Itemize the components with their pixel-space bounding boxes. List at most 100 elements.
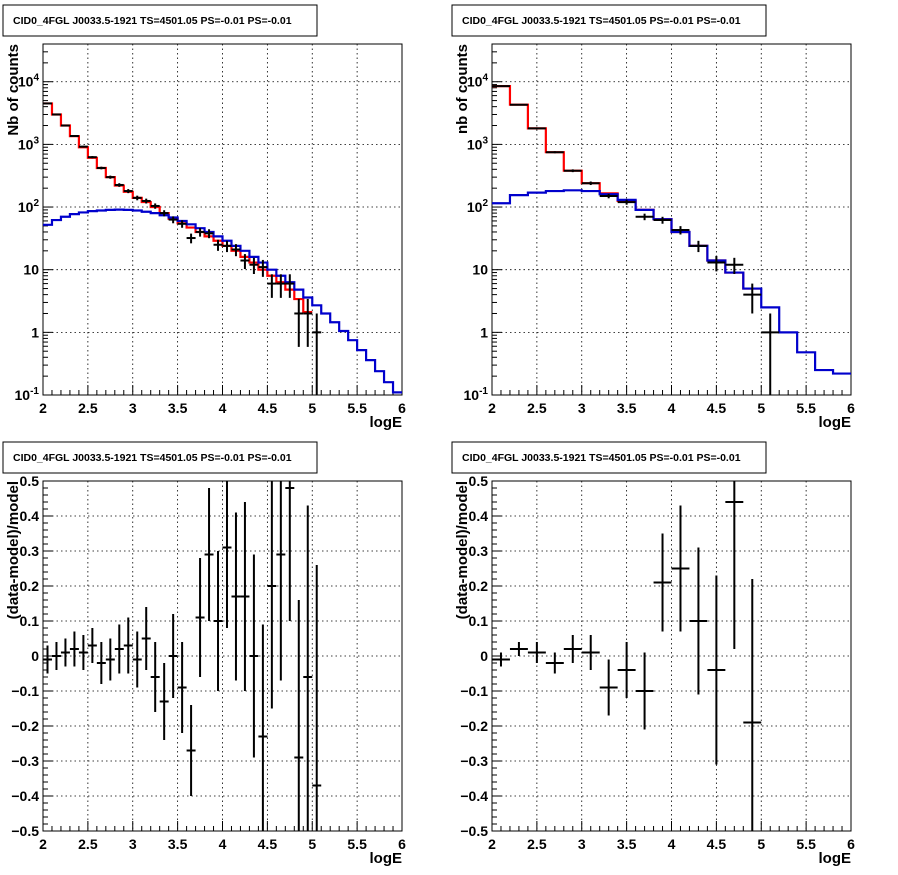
data-point <box>150 203 160 209</box>
y-tick-label: 0.5 <box>469 473 489 489</box>
data-point <box>743 579 762 831</box>
x-axis-label: logE <box>370 414 403 431</box>
plot-title: CID0_4FGL J0033.5-1921 TS=4501.05 PS=-0.… <box>13 452 292 464</box>
x-tick-label: 2 <box>39 836 47 852</box>
series-group <box>492 85 851 395</box>
x-tick-label: 6 <box>847 836 855 852</box>
x-tick-label: 4.5 <box>707 400 727 416</box>
data-point <box>87 628 97 663</box>
x-tick-label: 3 <box>129 836 137 852</box>
data-point <box>743 283 762 314</box>
data-point <box>492 652 510 667</box>
data-point <box>527 642 546 663</box>
data-point <box>168 614 178 698</box>
data-point <box>168 216 178 224</box>
x-tick-label: 2.5 <box>527 836 547 852</box>
data-point <box>285 274 295 298</box>
y-tick-label: 0.4 <box>469 508 489 524</box>
data-point <box>195 558 205 677</box>
data-point <box>132 631 142 688</box>
x-tick-label: 4 <box>219 400 227 416</box>
data-point <box>258 259 268 277</box>
data-point <box>177 642 187 733</box>
x-tick-label: 3.5 <box>168 836 188 852</box>
y-tick-label: −0.4 <box>460 788 488 804</box>
data-point <box>617 642 636 698</box>
y-tick-label: 104 <box>18 73 40 90</box>
y-axis-label: (data-model)/model <box>454 481 471 619</box>
data-point <box>581 181 600 186</box>
x-tick-label: 2 <box>488 400 496 416</box>
data-point <box>231 244 241 257</box>
data-point <box>671 505 690 632</box>
data-point <box>159 663 169 740</box>
data-point <box>689 547 708 695</box>
data-point <box>285 481 295 621</box>
data-point <box>213 239 223 251</box>
data-point <box>186 705 196 796</box>
y-tick-label: 10 <box>23 262 39 278</box>
data-point <box>51 113 61 116</box>
data-point <box>141 607 151 670</box>
x-axis-label: logE <box>819 850 852 867</box>
data-point <box>707 575 726 765</box>
plot-title: CID0_4FGL J0033.5-1921 TS=4501.05 PS=-0.… <box>462 15 741 27</box>
data-point <box>276 274 286 298</box>
data-point <box>78 145 88 148</box>
data-point <box>303 505 313 831</box>
x-tick-label: 4.5 <box>258 836 278 852</box>
data-point <box>123 189 133 194</box>
series-group <box>492 481 762 831</box>
y-tick-label: 0.3 <box>20 543 40 559</box>
data-point <box>761 313 780 395</box>
y-tick-label: 0 <box>480 648 488 664</box>
data-point <box>599 659 618 716</box>
x-tick-label: 6 <box>398 400 406 416</box>
y-tick-label: 10-1 <box>464 386 489 403</box>
y-tick-label: −0.5 <box>460 823 488 839</box>
series-group <box>43 481 322 831</box>
data-points <box>492 481 762 831</box>
x-axis-label: logE <box>370 850 403 867</box>
y-tick-label: 10-1 <box>15 386 40 403</box>
data-point <box>294 600 304 831</box>
data-point <box>240 254 250 269</box>
y-tick-label: 1 <box>31 324 39 340</box>
data-point <box>43 102 52 105</box>
y-tick-label: 103 <box>18 135 40 152</box>
x-tick-label: 3 <box>578 836 586 852</box>
data-point <box>617 199 636 205</box>
data-point <box>725 481 744 649</box>
series-group <box>43 102 402 395</box>
title-box <box>451 441 767 474</box>
y-axis-label: Nb of counts <box>5 44 22 136</box>
title-box <box>451 4 767 37</box>
data-point <box>141 198 151 204</box>
data-point <box>312 313 322 395</box>
plot-panel-1: CID0_4FGL J0033.5-1921 TS=4501.05 PS=-0.… <box>2 4 406 431</box>
data-point <box>509 103 528 106</box>
plot-title: CID0_4FGL J0033.5-1921 TS=4501.05 PS=-0.… <box>13 15 292 27</box>
data-points <box>492 85 780 395</box>
title-box <box>2 4 318 37</box>
data-point <box>492 85 510 88</box>
data-point <box>725 257 744 274</box>
x-tick-label: 5.5 <box>796 836 816 852</box>
data-point <box>60 124 70 127</box>
data-point <box>51 642 61 670</box>
data-point <box>249 257 259 274</box>
grid <box>492 44 851 395</box>
data-point <box>563 169 582 173</box>
data-point <box>132 195 142 201</box>
y-tick-label: 0.1 <box>469 613 489 629</box>
data-point <box>150 642 160 712</box>
y-tick-label: 102 <box>18 198 40 215</box>
y-tick-label: −0.2 <box>11 718 39 734</box>
data-point <box>78 635 88 670</box>
data-point <box>96 642 106 684</box>
data-point <box>204 229 214 239</box>
y-tick-label: −0.1 <box>460 683 488 699</box>
x-tick-label: 3 <box>129 400 137 416</box>
x-tick-label: 5 <box>757 400 765 416</box>
x-tick-label: 2.5 <box>78 400 98 416</box>
